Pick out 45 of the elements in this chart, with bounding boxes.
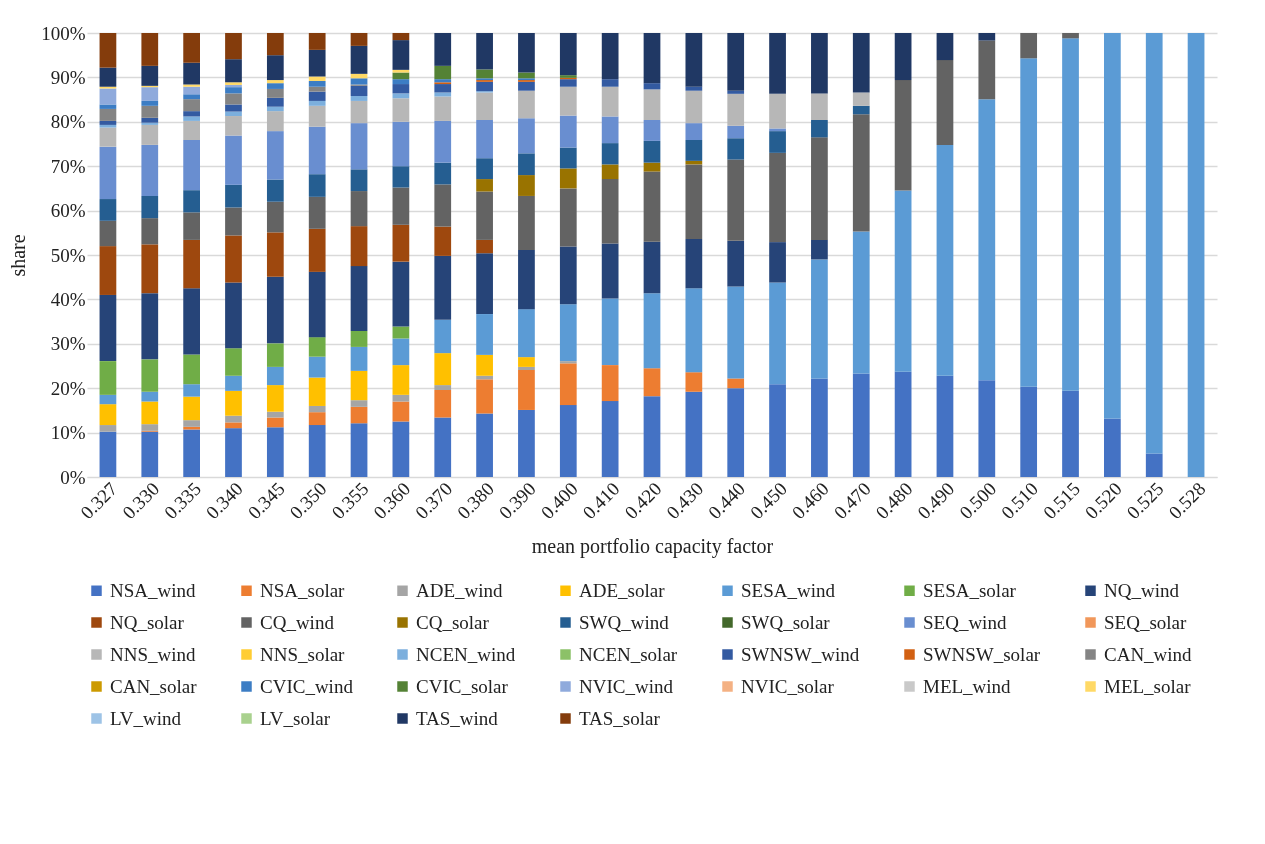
legend-label: CAN_wind xyxy=(1104,643,1193,665)
legend-label: NCEN_solar xyxy=(579,643,678,665)
y-tick-label: 0% xyxy=(60,466,86,488)
legend-label: SWQ_wind xyxy=(579,611,670,633)
legend-label: ADE_solar xyxy=(579,579,666,601)
y-tick-label: 80% xyxy=(50,111,86,133)
legend-label: CQ_solar xyxy=(416,611,490,633)
y-tick-label: 30% xyxy=(50,333,86,355)
legend-label: SESA_wind xyxy=(741,579,836,601)
legend-label: SESA_solar xyxy=(923,579,1017,601)
y-tick-label: 90% xyxy=(50,66,86,88)
legend-label: NQ_wind xyxy=(1104,579,1180,601)
y-tick-label: 70% xyxy=(50,155,86,177)
x-axis-title: mean portfolio capacity factor xyxy=(531,535,774,559)
legend-label: TAS_wind xyxy=(416,707,499,729)
y-tick-label: 40% xyxy=(50,288,86,310)
y-tick-label: 10% xyxy=(50,422,86,444)
legend-label: NSA_wind xyxy=(110,579,197,601)
legend-label: SWQ_solar xyxy=(741,611,831,633)
y-axis-title: share xyxy=(7,234,30,277)
y-tick-label: 20% xyxy=(50,377,86,399)
legend-label: NVIC_wind xyxy=(579,675,674,697)
legend-label: CVIC_solar xyxy=(416,675,509,697)
legend-label: CQ_wind xyxy=(260,611,335,633)
legend-label: NNS_wind xyxy=(110,643,197,665)
legend-label: NNS_solar xyxy=(260,643,346,665)
y-tick-label: 100% xyxy=(41,22,86,44)
legend-label: SEQ_wind xyxy=(923,611,1007,633)
legend-label: NVIC_solar xyxy=(741,675,835,697)
legend-label: CVIC_wind xyxy=(260,675,354,697)
legend-label: NCEN_wind xyxy=(416,643,516,665)
legend-label: LV_solar xyxy=(260,707,331,729)
legend-label: TAS_solar xyxy=(579,707,661,729)
legend-label: SWNSW_wind xyxy=(741,643,860,665)
legend-label: MEL_wind xyxy=(923,675,1012,697)
y-tick-label: 60% xyxy=(50,200,86,222)
legend-label: NQ_solar xyxy=(110,611,185,633)
legend-label: LV_wind xyxy=(110,707,182,729)
legend-label: ADE_wind xyxy=(416,579,504,601)
legend-label: MEL_solar xyxy=(1104,675,1192,697)
legend-label: CAN_solar xyxy=(110,675,198,697)
legend-label: SWNSW_solar xyxy=(923,643,1041,665)
legend-label: NSA_solar xyxy=(260,579,346,601)
legend-label: SEQ_solar xyxy=(1104,611,1187,633)
y-tick-label: 50% xyxy=(50,244,86,266)
